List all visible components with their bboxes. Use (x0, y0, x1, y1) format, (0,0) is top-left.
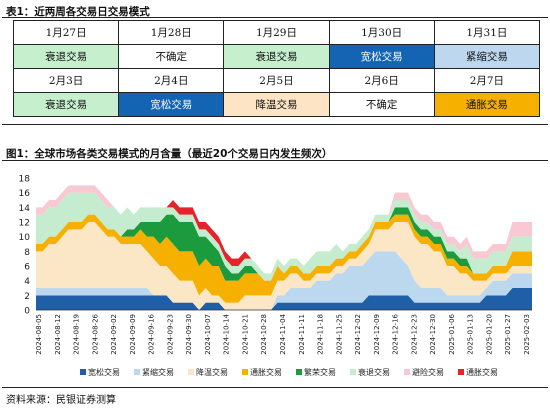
area-series-0 (36, 288, 532, 310)
schedule-date-cell: 2月6日 (328, 68, 435, 93)
area-series-3 (36, 214, 532, 303)
schedule-date-cell: 2月7日 (433, 68, 541, 93)
legend-swatch (350, 369, 356, 375)
y-tick-label: 4 (24, 277, 30, 287)
x-tick-label: 2024-10-14 (223, 313, 231, 354)
legend-swatch (188, 369, 194, 375)
x-tick-label: 2024-12-16 (392, 313, 400, 354)
y-tick-label: 18 (19, 175, 31, 185)
legend-label: 降温交易 (196, 367, 228, 377)
x-tick-label: 2024-12-23 (410, 314, 418, 355)
x-tick-label: 2024-09-09 (129, 314, 137, 355)
schedule-date-cell: 1月30日 (328, 20, 435, 45)
area-series-5 (36, 192, 532, 281)
legend-label: 衰退交易 (358, 367, 390, 377)
y-tick-label: 10 (19, 233, 31, 243)
y-tick-label: 8 (24, 248, 30, 258)
schedule-mode-cell: 不确定 (118, 44, 225, 69)
table-title: 表1：近两周各交易日交易模式 (6, 6, 150, 18)
legend-swatch (134, 369, 140, 375)
x-tick-label: 2025-01-27 (504, 314, 512, 355)
schedule-date-cell: 1月29日 (223, 20, 330, 45)
legend-swatch (404, 369, 410, 375)
schedule-mode-cell: 宽松交易 (328, 44, 435, 69)
schedule-mode-cell: 通胀交易 (433, 92, 541, 117)
schedule-mode-cell: 衰退交易 (12, 44, 120, 69)
x-tick-label: 2024-09-23 (166, 314, 174, 355)
schedule-mode-cell: 宽松交易 (118, 92, 225, 117)
legend-swatch (296, 369, 302, 375)
schedule-date-cell: 2月4日 (118, 68, 225, 93)
x-tick-label: 2024-08-19 (73, 314, 81, 355)
x-tick-label: 2024-11-11 (298, 314, 306, 355)
y-tick-label: 12 (19, 219, 30, 229)
legend-label: 避险交易 (412, 367, 444, 377)
schedule-date-row: 1月27日 1月28日 1月29日 1月30日 1月31日 (12, 20, 541, 45)
stacked-area-chart: 0 2 4 6 8 10 12 14 16 18 2024-08-05 2024-08-12 2024-… (19, 175, 532, 377)
y-tick-label: 0 (24, 307, 30, 317)
schedule-date-cell: 1月31日 (433, 20, 541, 45)
legend-label: 紧缩交易 (142, 367, 174, 377)
y-tick-label: 16 (19, 189, 31, 199)
x-tick-label: 2024-12-30 (429, 314, 437, 355)
legend-swatch (80, 369, 86, 375)
schedule-mode-cell: 降温交易 (223, 92, 330, 117)
source-note: 资料来源：民银证券测算 (6, 395, 116, 406)
y-tick-label: 14 (19, 204, 31, 214)
table-bottom-rule (2, 124, 548, 125)
schedule-mode-cell: 衰退交易 (12, 92, 120, 117)
x-tick-label: 2024-08-05 (35, 314, 43, 355)
area-series-2 (36, 222, 532, 310)
x-tick-label: 2024-08-12 (54, 314, 62, 355)
legend-label: 宽松交易 (88, 367, 120, 377)
schedule-mode-row: 衰退交易 不确定 衰退交易 宽松交易 紧缩交易 (12, 44, 541, 69)
x-tick-label: 2024-10-07 (204, 314, 212, 355)
area-series-1 (36, 251, 532, 310)
x-tick-label: 2024-09-02 (110, 314, 118, 355)
x-tick-label: 2024-09-30 (185, 314, 193, 355)
y-tick-label: 6 (24, 263, 30, 273)
x-tick-label: 2025-01-06 (448, 313, 456, 354)
x-tick-label: 2024-11-18 (317, 314, 325, 355)
x-tick-label: 2025-01-20 (485, 314, 493, 355)
figure-title-rule (2, 160, 548, 161)
schedule-date-cell: 1月27日 (12, 20, 120, 45)
schedule-mode-cell: 衰退交易 (223, 44, 330, 69)
schedule-mode-cell: 紧缩交易 (433, 44, 541, 69)
area-series-4 (36, 207, 532, 281)
legend-label: 通胀交易 (250, 367, 282, 377)
x-tick-label: 2024-12-09 (373, 314, 381, 355)
x-tick-label: 2024-10-21 (241, 314, 249, 355)
x-tick-label: 2024-12-02 (354, 314, 362, 355)
legend-label: 繁荣交易 (304, 367, 336, 377)
x-tick-label: 2024-09-16 (148, 313, 156, 354)
schedule-date-cell: 2月3日 (12, 68, 120, 93)
x-tick-label: 2024-10-28 (260, 314, 268, 355)
figure-title: 图1：全球市场各类交易模式的月含量（最近20个交易日内发生频次） (6, 148, 333, 160)
x-tick-label: 2024-11-25 (335, 314, 343, 355)
schedule-date-row: 2月3日 2月4日 2月5日 2月6日 2月7日 (12, 68, 541, 93)
legend-label: 通胀交易 (466, 367, 498, 377)
x-tick-label: 2024-11-04 (279, 313, 287, 354)
schedule-date-cell: 1月28日 (118, 20, 225, 45)
schedule-mode-row: 衰退交易 宽松交易 降温交易 不确定 通胀交易 (12, 92, 541, 117)
source-rule (2, 387, 548, 388)
y-tick-label: 2 (24, 292, 30, 302)
schedule-date-cell: 2月5日 (223, 68, 330, 93)
schedule-table: 1月27日 1月28日 1月29日 1月30日 1月31日 衰退交易 不确定 衰退交易 宽松交易… (12, 20, 541, 117)
x-tick-label: 2025-02-03 (523, 314, 531, 355)
legend-swatch (242, 369, 248, 375)
x-tick-label: 2025-01-13 (467, 314, 475, 355)
legend-swatch (458, 369, 464, 375)
table-title-rule (2, 17, 548, 18)
schedule-mode-cell: 不确定 (328, 92, 435, 117)
x-tick-label: 2024-08-26 (91, 313, 99, 354)
